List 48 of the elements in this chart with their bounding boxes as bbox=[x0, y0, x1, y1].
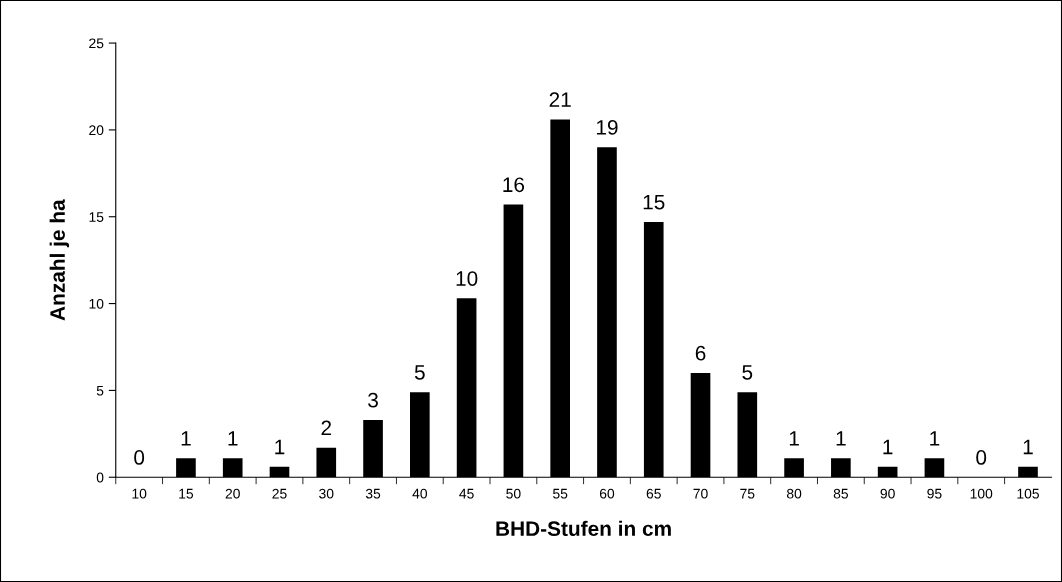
x-tick-label: 25 bbox=[272, 488, 287, 499]
data-label: 1 bbox=[883, 439, 893, 455]
y-tick-label: 10 bbox=[89, 298, 104, 309]
data-label: 21 bbox=[549, 92, 571, 107]
x-tick-label: 70 bbox=[693, 488, 708, 499]
data-label: 1 bbox=[275, 439, 285, 455]
data-label: 5 bbox=[414, 365, 425, 380]
data-label: 1 bbox=[181, 431, 191, 446]
data-label: 10 bbox=[456, 271, 478, 286]
x-tick-label: 80 bbox=[786, 488, 802, 499]
x-tick-label: 10 bbox=[132, 488, 147, 499]
data-label: 1 bbox=[930, 431, 940, 446]
y-tick-label: 20 bbox=[89, 125, 104, 136]
x-axis-title: BHD-Stufen in cm bbox=[496, 520, 671, 537]
data-label: 1 bbox=[228, 431, 238, 446]
x-tick-label: 15 bbox=[179, 488, 194, 499]
x-tick-label: 75 bbox=[740, 488, 755, 499]
data-label: 2 bbox=[321, 420, 332, 436]
data-label: 1 bbox=[1023, 439, 1033, 455]
x-tick-label: 20 bbox=[225, 488, 240, 499]
data-label: 0 bbox=[976, 450, 987, 465]
x-tick-label: 40 bbox=[412, 488, 428, 499]
data-label: 0 bbox=[134, 450, 145, 465]
x-tick-label: 50 bbox=[506, 488, 521, 499]
x-tick-label: 45 bbox=[459, 488, 474, 499]
x-tick-label: 30 bbox=[319, 488, 334, 499]
data-label: 6 bbox=[695, 345, 706, 361]
x-tick-label: 90 bbox=[880, 488, 895, 499]
data-label: 1 bbox=[789, 431, 799, 446]
x-tick-label: 100 bbox=[970, 488, 993, 499]
x-tick-label: 55 bbox=[553, 488, 568, 499]
data-label: 3 bbox=[368, 392, 378, 408]
y-tick-label: 15 bbox=[89, 212, 104, 222]
x-tick-label: 95 bbox=[927, 488, 942, 499]
data-label: 1 bbox=[836, 431, 846, 446]
data-label: 5 bbox=[742, 365, 753, 380]
y-axis-title: Anzahl je ha bbox=[49, 199, 70, 321]
data-label: 16 bbox=[503, 177, 525, 193]
x-tick-label: 60 bbox=[599, 488, 615, 499]
x-tick-label: 105 bbox=[1017, 488, 1039, 499]
data-label: 15 bbox=[643, 194, 665, 210]
data-label: 19 bbox=[596, 120, 618, 135]
x-tick-label: 85 bbox=[833, 488, 849, 499]
y-tick-label: 5 bbox=[96, 385, 104, 396]
x-tick-label: 35 bbox=[365, 488, 381, 499]
y-tick-label: 25 bbox=[89, 38, 104, 49]
y-tick-label: 0 bbox=[96, 472, 104, 483]
x-tick-label: 65 bbox=[646, 488, 661, 499]
